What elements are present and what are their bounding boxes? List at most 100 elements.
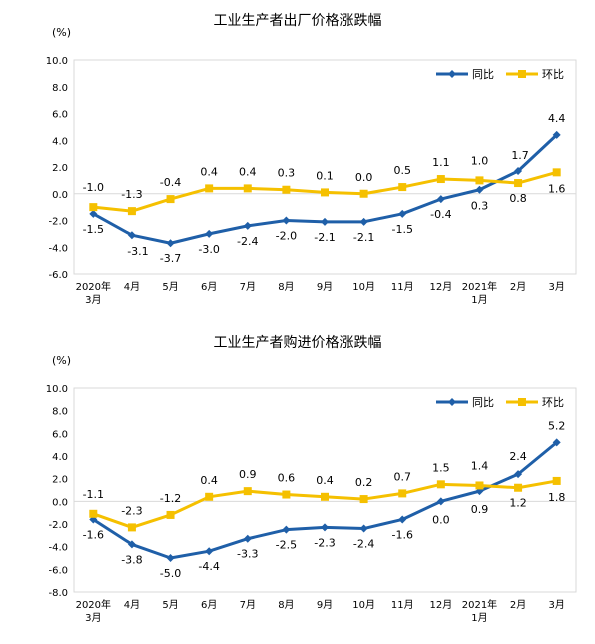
y-tick-label: 2.0 (52, 163, 68, 174)
y-tick-label: -4.0 (48, 543, 68, 554)
data-label: 1.0 (471, 154, 489, 167)
data-label: -3.8 (121, 553, 142, 566)
x-tick-label: 5月 (162, 599, 178, 611)
data-point (166, 510, 175, 519)
data-label: 4.4 (548, 112, 566, 125)
data-label: -2.5 (276, 539, 297, 552)
data-label: -1.0 (83, 181, 104, 194)
x-tick-label: 7月 (240, 599, 256, 611)
data-point (436, 195, 445, 204)
data-label: -1.6 (391, 528, 412, 541)
data-label: 0.4 (239, 165, 257, 178)
data-point (552, 168, 561, 177)
x-tick-label: 5月 (162, 281, 178, 293)
data-label: 1.4 (471, 459, 489, 472)
x-tick-label: 2021年 (462, 280, 497, 293)
data-label: -5.0 (160, 567, 181, 580)
chart-ppi-input: 工业生产者购进价格涨跌幅 (%) 10.0 8.0 6.0 4.0 2.0 0.0 -2.0 -… (0, 322, 595, 644)
data-label: 0.7 (393, 470, 411, 483)
data-point (205, 229, 214, 238)
data-point (166, 239, 175, 248)
legend-marker (448, 70, 456, 78)
x-tick-label: 2020年 (76, 280, 111, 293)
data-label: 0.4 (200, 165, 218, 178)
data-label: -3.1 (127, 245, 148, 258)
data-point (127, 540, 136, 549)
x-tick-label: 9月 (317, 281, 333, 293)
x-tick-label: 8月 (278, 599, 294, 611)
x-tick-label: 11月 (391, 281, 414, 293)
data-label: -1.1 (83, 488, 104, 501)
y-tick-label: 10.0 (46, 384, 68, 395)
data-label: -1.3 (121, 188, 142, 201)
chart-canvas: (%) 10.0 8.0 6.0 4.0 2.0 0.0 -2.0 -4.0 -6.0 -8.0 20… (46, 354, 577, 624)
data-label: 0.0 (355, 171, 373, 184)
data-label: 0.3 (471, 200, 489, 213)
y-tick-label: -2.0 (48, 217, 68, 228)
data-label: -0.4 (160, 176, 181, 189)
data-point (321, 523, 329, 532)
data-point (282, 490, 291, 499)
y-unit-label: (%) (52, 26, 71, 39)
data-point (398, 183, 407, 192)
x-tick-label: 4月 (124, 281, 140, 293)
data-label: 1.2 (509, 497, 527, 510)
data-point (321, 492, 329, 501)
x-tick-label: 10月 (352, 599, 375, 611)
data-point (514, 470, 523, 479)
y-tick-label: 8.0 (52, 407, 68, 418)
y-tick-label: -2.0 (48, 520, 68, 531)
data-point (398, 209, 407, 218)
data-point (243, 184, 252, 193)
data-point (514, 179, 523, 188)
data-point (127, 231, 136, 240)
x-tick-label: 1月 (471, 294, 487, 306)
data-label: -2.4 (237, 235, 258, 248)
chart-title: 工业生产者出厂价格涨跌幅 (213, 13, 382, 29)
x-tick-label: 3月 (549, 281, 565, 293)
data-label: -1.2 (160, 492, 181, 505)
data-label: -3.3 (237, 548, 258, 561)
data-point (552, 438, 561, 447)
data-label: 0.0 (432, 513, 450, 526)
data-point (89, 509, 98, 518)
legend-marker (448, 398, 456, 406)
data-point (552, 130, 561, 139)
data-label: -1.6 (83, 528, 104, 541)
data-label: 0.3 (278, 167, 296, 180)
plot-frame (73, 387, 577, 593)
data-point (436, 497, 445, 506)
chart-canvas: (%)10.08.06.04.02.00.0-2.0-4.0-6.02020年3… (46, 26, 577, 306)
data-label: 0.9 (471, 503, 489, 516)
data-label: -2.1 (314, 231, 335, 244)
data-point (89, 203, 98, 212)
y-tick-label: -8.0 (48, 588, 68, 599)
data-point (321, 188, 329, 197)
data-label: -4.4 (198, 560, 219, 573)
y-tick-label: -4.0 (48, 243, 68, 254)
x-tick-label: 10月 (352, 281, 375, 293)
data-label: 0.1 (316, 169, 334, 182)
legend-marker (518, 70, 526, 78)
data-label: -1.5 (83, 223, 104, 236)
y-tick-label: 6.0 (52, 429, 68, 440)
y-tick-label: 0.0 (52, 497, 68, 508)
data-point (166, 195, 175, 204)
x-tick-label: 12月 (429, 281, 452, 293)
data-label: 5.2 (548, 419, 566, 432)
chart-title: 工业生产者购进价格涨跌幅 (213, 335, 382, 351)
legend-entry: 同比 (472, 68, 494, 81)
x-tick-label: 4月 (124, 599, 140, 611)
data-label: 1.8 (548, 491, 566, 504)
data-point (205, 492, 214, 501)
data-point (359, 495, 368, 504)
data-point (205, 547, 214, 556)
legend-marker (518, 398, 526, 406)
data-label: 0.6 (278, 472, 296, 485)
x-tick-label: 6月 (201, 281, 217, 293)
data-label: 0.4 (316, 474, 334, 487)
data-point (166, 554, 175, 562)
data-label: -3.0 (198, 243, 219, 256)
x-tick-label: 2021年 (462, 598, 497, 611)
data-label: -2.3 (314, 536, 335, 549)
